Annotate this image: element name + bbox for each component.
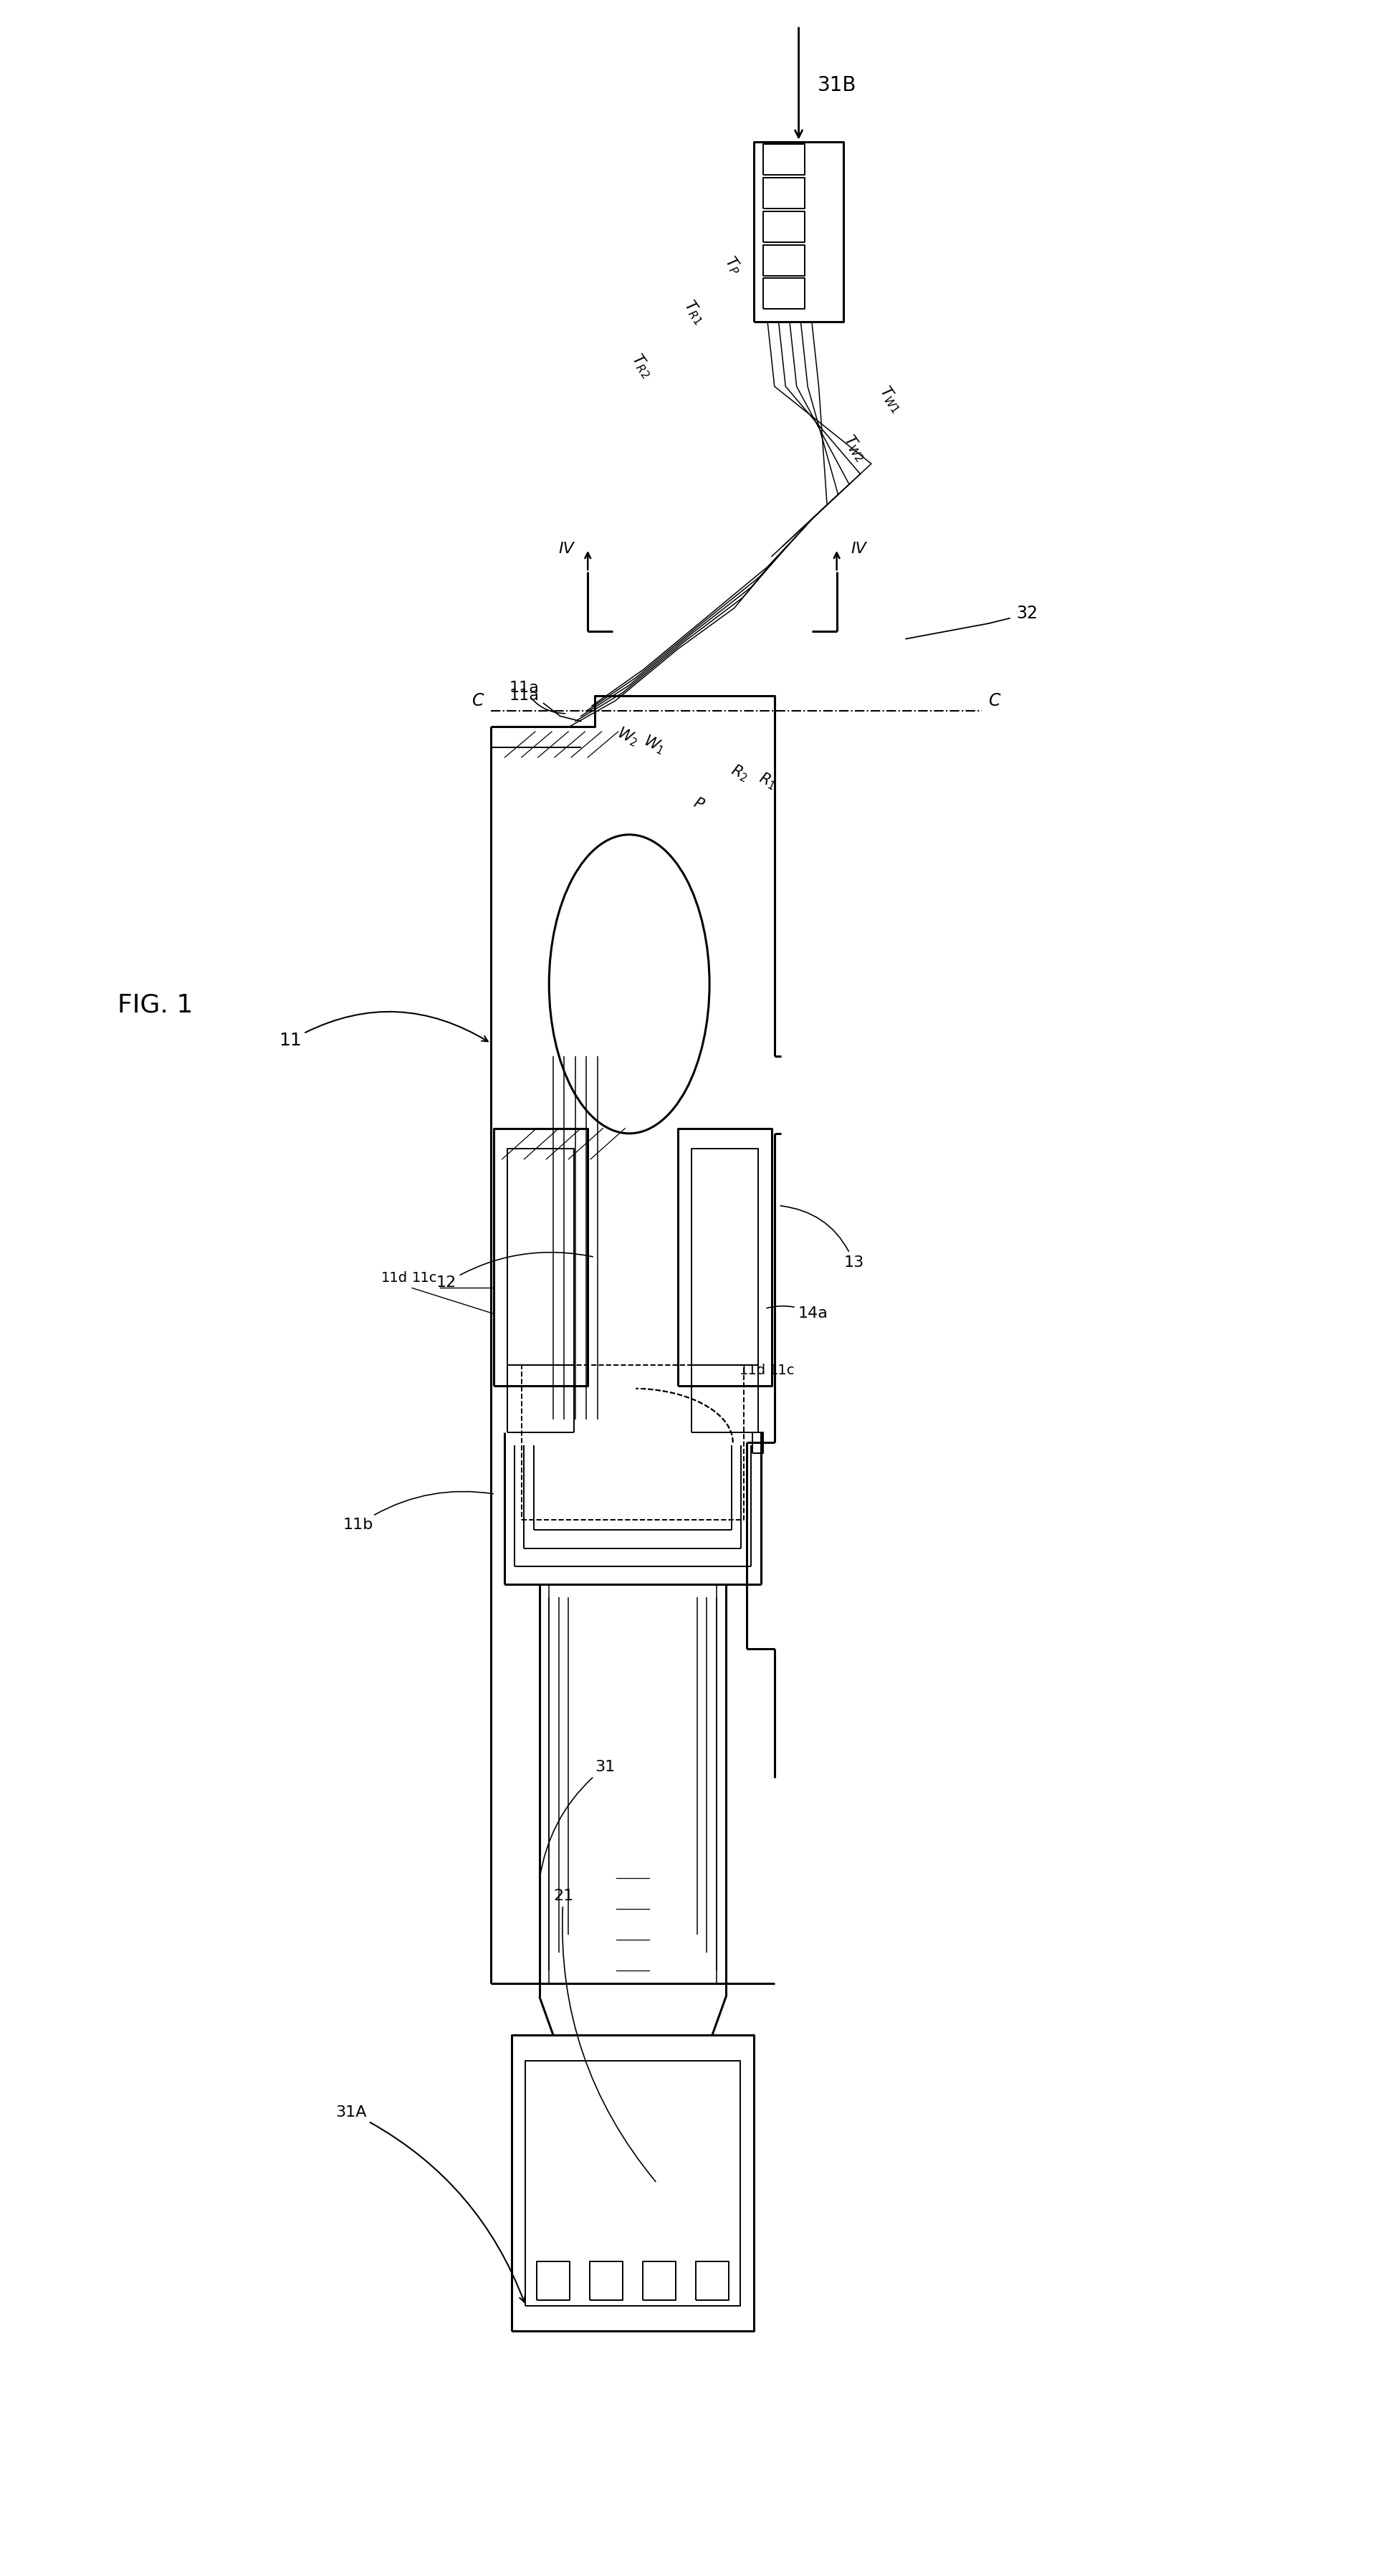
Text: 11: 11 (279, 1012, 488, 1048)
Text: 14a: 14a (766, 1306, 828, 1321)
Text: 11b: 11b (343, 1492, 494, 1533)
Text: 31A: 31A (335, 2105, 526, 2303)
Text: $W_2$: $W_2$ (614, 724, 642, 750)
Text: 32: 32 (1017, 605, 1039, 621)
Text: C: C (989, 693, 1001, 708)
Text: $T_{W2}$: $T_{W2}$ (839, 433, 870, 464)
Text: 11c: 11c (412, 1270, 437, 1285)
Text: 13: 13 (780, 1206, 864, 1270)
Text: 11d: 11d (382, 1270, 408, 1285)
Text: $T_{R2}$: $T_{R2}$ (628, 350, 656, 381)
Text: 21: 21 (553, 1888, 656, 2182)
Text: 11d: 11d (740, 1363, 766, 1378)
Text: $T_{R1}$: $T_{R1}$ (680, 296, 708, 327)
Text: $P$: $P$ (690, 796, 707, 811)
Text: $T_P$: $T_P$ (721, 252, 745, 278)
Text: 31B: 31B (817, 75, 856, 95)
Text: IV: IV (851, 541, 866, 556)
Text: 11a: 11a (509, 680, 566, 714)
Text: $R_2$: $R_2$ (729, 762, 751, 783)
Text: 11c: 11c (770, 1363, 795, 1378)
Text: FIG. 1: FIG. 1 (118, 992, 194, 1018)
Text: $T_{W1}$: $T_{W1}$ (875, 384, 906, 415)
Text: $W_1$: $W_1$ (640, 732, 668, 757)
Text: 12: 12 (436, 1252, 593, 1291)
Text: 11a: 11a (509, 688, 539, 703)
Text: $R_1$: $R_1$ (757, 770, 779, 791)
Text: 31: 31 (539, 1759, 615, 1878)
Text: C: C (472, 693, 484, 708)
Text: IV: IV (559, 541, 574, 556)
